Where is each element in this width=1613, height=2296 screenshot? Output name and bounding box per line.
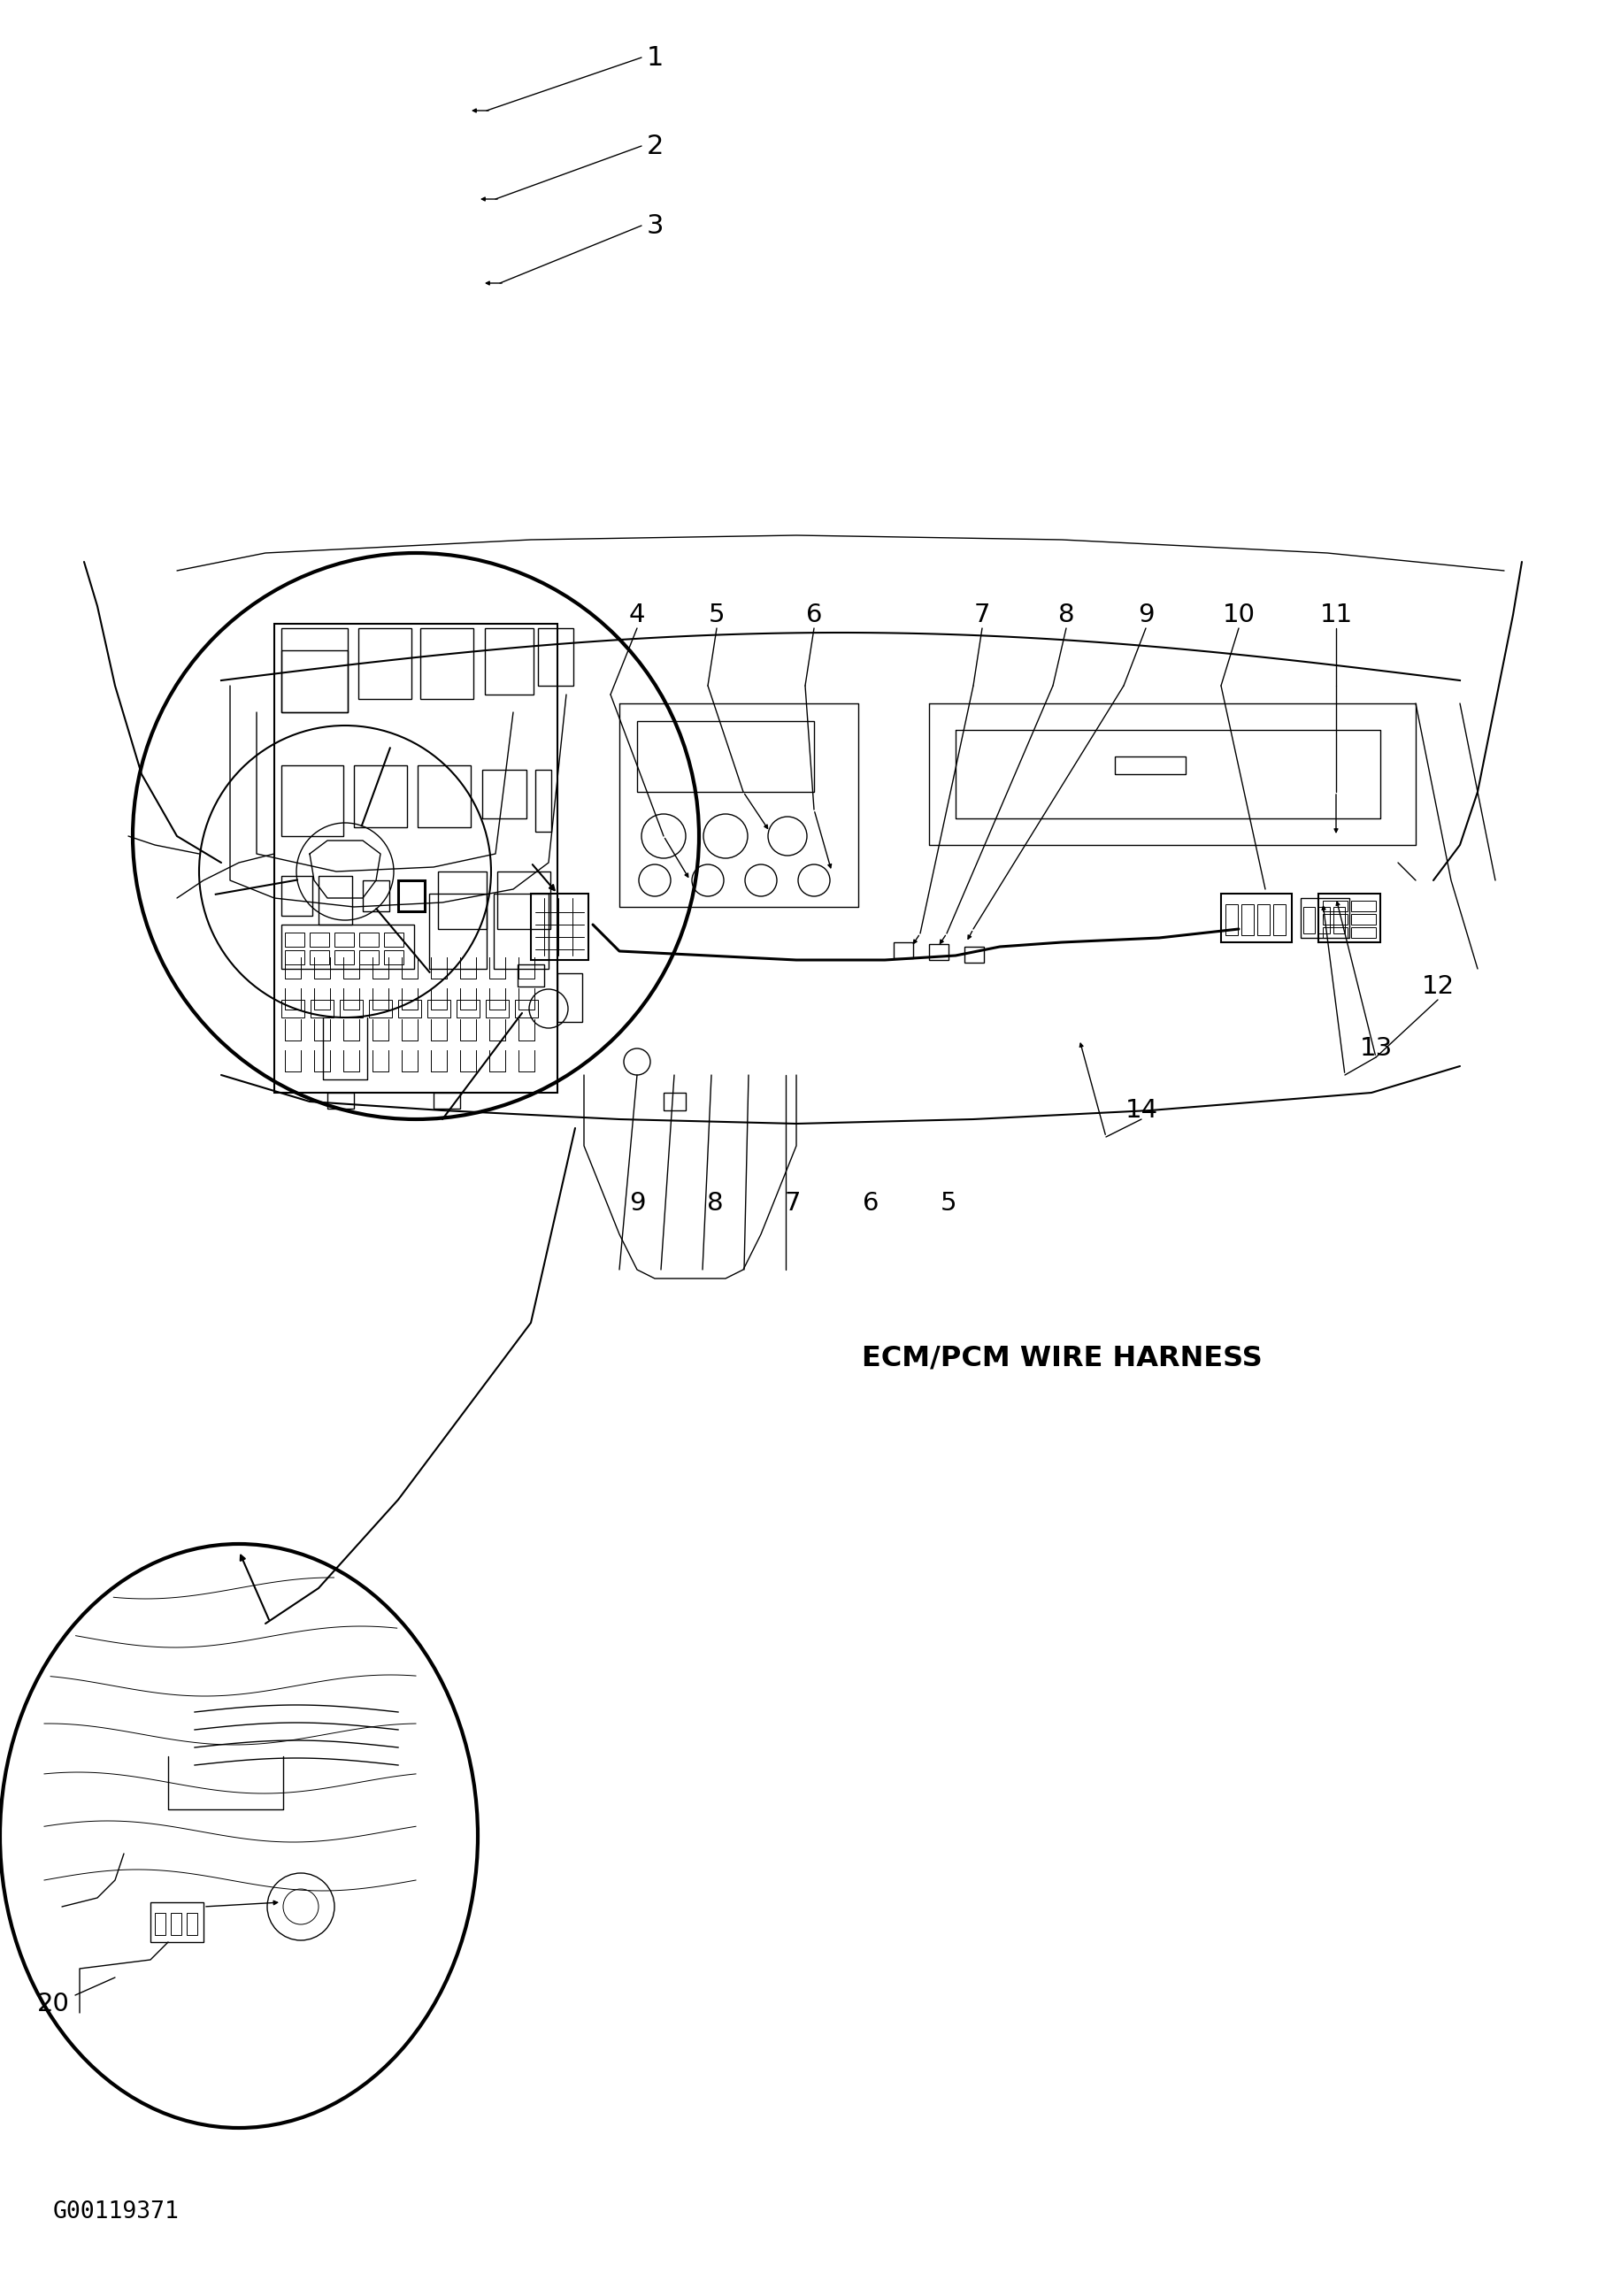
Bar [286, 951, 305, 964]
Bar [434, 1093, 460, 1109]
Bar [1352, 914, 1376, 925]
Text: 1: 1 [647, 44, 663, 71]
Bar [150, 1903, 203, 1942]
Bar [281, 629, 348, 712]
Bar [1323, 928, 1347, 937]
Bar [398, 879, 424, 912]
Bar [353, 765, 406, 827]
Text: 3: 3 [647, 214, 663, 239]
Bar [360, 932, 379, 946]
Bar [155, 1913, 166, 1936]
Bar [518, 964, 544, 987]
Bar [318, 877, 352, 925]
Bar [1323, 914, 1347, 925]
Bar [531, 893, 589, 960]
Bar [1323, 900, 1347, 912]
Bar [558, 974, 582, 1022]
Bar [536, 769, 552, 831]
Bar [327, 1093, 353, 1109]
Bar [310, 951, 329, 964]
Bar [494, 893, 548, 969]
Text: 4: 4 [629, 602, 645, 627]
Bar [1318, 907, 1329, 934]
Text: 12: 12 [1421, 974, 1455, 999]
Bar [340, 999, 363, 1017]
Bar [418, 765, 471, 827]
Bar [1257, 905, 1269, 934]
Bar [310, 932, 329, 946]
Bar [1300, 898, 1350, 937]
Text: 8: 8 [706, 1192, 723, 1215]
Bar [429, 893, 487, 969]
Bar [171, 1913, 181, 1936]
Bar [384, 932, 403, 946]
Bar [360, 951, 379, 964]
Text: G00119371: G00119371 [53, 2200, 179, 2223]
Text: 5: 5 [708, 602, 724, 627]
Text: 5: 5 [940, 1192, 957, 1215]
Bar [1221, 893, 1292, 941]
Text: 6: 6 [806, 602, 823, 627]
Bar [427, 999, 450, 1017]
Text: 6: 6 [863, 1192, 879, 1215]
Bar [486, 629, 534, 696]
Bar [281, 765, 344, 836]
Text: 7: 7 [974, 602, 990, 627]
Text: 13: 13 [1360, 1035, 1392, 1061]
Bar [384, 951, 403, 964]
Text: 9: 9 [629, 1192, 645, 1215]
Bar [334, 951, 353, 964]
Bar [1352, 900, 1376, 912]
Text: 2: 2 [647, 133, 663, 158]
Bar [1352, 928, 1376, 937]
Bar [281, 925, 415, 969]
Bar [439, 872, 487, 930]
Bar [663, 1093, 686, 1111]
Bar [1303, 907, 1315, 934]
Bar [637, 721, 815, 792]
Bar [497, 872, 550, 930]
Bar [515, 999, 539, 1017]
Text: 8: 8 [1058, 602, 1074, 627]
Bar [334, 932, 353, 946]
Text: 14: 14 [1124, 1097, 1158, 1123]
Bar [369, 999, 392, 1017]
Text: 11: 11 [1319, 602, 1353, 627]
Bar [1226, 905, 1237, 934]
Bar [281, 877, 313, 916]
Bar [281, 650, 348, 712]
Bar [929, 944, 948, 960]
Bar [1115, 755, 1186, 774]
Bar [398, 999, 421, 1017]
Bar [482, 769, 526, 817]
Text: 10: 10 [1223, 602, 1255, 627]
Text: 20: 20 [37, 1991, 69, 2016]
Text: 7: 7 [784, 1192, 802, 1215]
Bar [358, 629, 411, 698]
Bar [1334, 907, 1345, 934]
Bar [456, 999, 479, 1017]
Text: ECM/PCM WIRE HARNESS: ECM/PCM WIRE HARNESS [861, 1345, 1261, 1371]
Bar [894, 941, 913, 957]
Bar [1273, 905, 1286, 934]
Bar [274, 625, 558, 1093]
Bar [1318, 893, 1381, 941]
Bar [539, 629, 573, 687]
Bar [965, 946, 984, 962]
Bar [311, 999, 334, 1017]
Bar [281, 999, 305, 1017]
Bar [486, 999, 508, 1017]
Text: 9: 9 [1137, 602, 1153, 627]
Bar [187, 1913, 197, 1936]
Bar [363, 879, 389, 912]
Bar [421, 629, 473, 698]
Bar [286, 932, 305, 946]
Bar [1242, 905, 1253, 934]
